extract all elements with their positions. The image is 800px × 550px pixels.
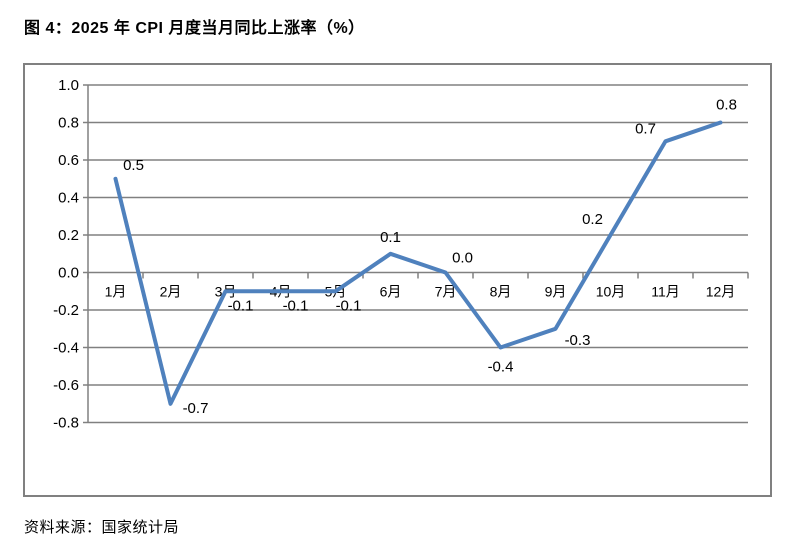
y-axis-label: -0.4: [53, 340, 79, 357]
x-axis-label: 12月: [706, 284, 736, 300]
y-axis-label: -0.6: [53, 377, 79, 394]
cpi-line-chart: 1.00.80.60.40.20.0-0.2-0.4-0.6-0.81月 2月 3月…: [53, 77, 749, 432]
y-axis-label: 0.4: [58, 190, 79, 207]
x-axis-label: 8月: [490, 284, 512, 300]
x-axis-label: 7月: [435, 284, 457, 300]
data-label: 0.1: [380, 229, 401, 246]
data-label: 0.5: [123, 157, 144, 174]
data-label: -0.1: [228, 297, 254, 314]
x-axis-label: 9月: [545, 284, 567, 300]
x-axis-label: 11月: [651, 284, 680, 300]
x-axis-label: 6月: [380, 284, 402, 300]
y-axis-label: 0.2: [58, 227, 79, 244]
data-label: 0.2: [582, 211, 603, 228]
data-label: -0.1: [283, 297, 309, 314]
y-axis-label: 0.6: [58, 152, 79, 169]
x-axis-label: 1月: [105, 284, 127, 300]
data-label: -0.4: [488, 359, 514, 376]
data-label: -0.7: [183, 400, 209, 417]
y-axis-label: 0.0: [58, 265, 79, 282]
data-label: 0.8: [716, 97, 737, 114]
y-axis-label: -0.8: [53, 415, 79, 432]
source-note: 资料来源：国家统计局: [24, 519, 180, 536]
series-line: [113, 120, 723, 406]
y-axis-label: -0.2: [53, 302, 79, 319]
x-axis-label: 10月: [596, 284, 626, 300]
data-label: -0.1: [336, 297, 362, 314]
x-axis-label: 2月: [160, 284, 182, 300]
data-label: 0.7: [635, 120, 656, 137]
data-label: 0.0: [452, 250, 473, 267]
y-axis-label: 1.0: [58, 77, 79, 94]
data-label: -0.3: [565, 332, 591, 349]
y-axis-label: 0.8: [58, 115, 79, 132]
chart-frame: 1.0 0.8 0.6 0.4 0.2 0.0 -0.2 -0.4 -0.6 -0.8 1月 2月 3月…: [23, 63, 772, 497]
chart-title: 图 4：2025 年 CPI 月度当月同比上涨率（%）: [24, 20, 365, 37]
